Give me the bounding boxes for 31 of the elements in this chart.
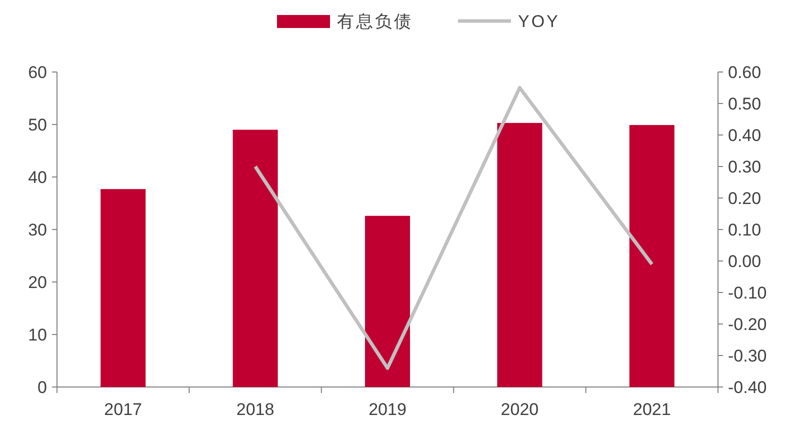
bar: [629, 125, 674, 387]
y2-tick-label: 0.50: [728, 94, 762, 114]
x-tick-label: 2017: [104, 400, 142, 419]
y-tick-label: 50: [28, 116, 47, 134]
bar: [232, 130, 278, 387]
y2-tick-label: 0.20: [728, 189, 762, 208]
legend-label: YOY: [518, 12, 560, 31]
x-tick-label: 2021: [632, 400, 671, 419]
y2-tick-label: 0.10: [728, 220, 762, 240]
y-tick-label: 0: [38, 378, 47, 397]
y2-tick-label: -0.40: [728, 378, 767, 397]
bar: [497, 122, 542, 387]
y2-tick-label: 0.00: [728, 252, 762, 271]
x-tick-label: 2019: [368, 400, 406, 419]
y2-tick-label: 0.40: [728, 126, 762, 145]
y-tick-label: 40: [28, 168, 47, 187]
bar: [100, 189, 146, 387]
y-tick-label: 10: [28, 326, 47, 344]
y-tick-label: 30: [28, 220, 47, 240]
y-tick-label: 20: [28, 273, 47, 292]
x-tick-label: 2018: [236, 400, 274, 419]
y2-tick-label: -0.10: [728, 284, 767, 302]
y2-tick-label: 0.30: [728, 158, 762, 176]
y2-tick-label: -0.30: [728, 346, 767, 366]
y2-tick-label: 0.60: [728, 63, 762, 82]
line-series: [254, 86, 654, 370]
y2-tick-label: -0.20: [728, 315, 767, 334]
x-tick-label: 2020: [500, 400, 539, 419]
bar: [365, 216, 410, 387]
y-tick-label: 60: [28, 63, 47, 82]
legend-label: 有息负债: [337, 12, 413, 31]
